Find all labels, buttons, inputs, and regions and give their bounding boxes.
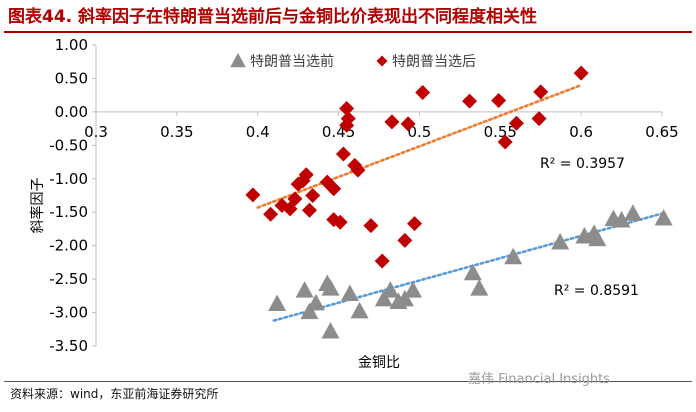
point-before	[300, 302, 319, 320]
scatter-chart: 1.00 0.50 0.00 -0.50 -1.00 -1.50 -2.00 -2.50 -3.…	[29, 36, 679, 372]
point-after	[287, 191, 303, 207]
point-before	[504, 247, 523, 265]
point-before	[395, 289, 414, 307]
point-before	[551, 233, 570, 250]
x-tick-label: 0.35	[160, 123, 193, 141]
point-after	[573, 65, 589, 81]
x-axis-title: 金铜比	[358, 355, 400, 371]
y-tick-label: -1.00	[49, 170, 88, 188]
legend-label-before: 特朗普当选前	[250, 53, 334, 70]
point-before	[268, 294, 287, 312]
point-before	[306, 293, 325, 311]
legend-marker-before	[230, 52, 246, 68]
x-tick-label: 0.4	[246, 123, 270, 141]
point-before	[403, 281, 422, 298]
x-tick-label: 0.5	[407, 123, 431, 141]
watermark: 嘉伟 Financial Insights	[468, 372, 611, 387]
trendline-after	[256, 83, 583, 209]
point-before	[340, 284, 359, 302]
point-after	[339, 101, 355, 117]
y-tick-label: -2.50	[49, 270, 88, 288]
point-before	[381, 281, 400, 298]
point-after	[415, 84, 431, 100]
point-after	[263, 206, 279, 222]
point-before	[588, 229, 607, 247]
point-before	[470, 279, 489, 296]
y-tick-label: -1.50	[49, 203, 88, 221]
x-tick-label: 0.55	[484, 123, 517, 141]
point-before	[295, 281, 314, 298]
point-before	[350, 301, 369, 319]
point-after	[339, 117, 355, 133]
point-after	[407, 216, 423, 232]
point-before	[612, 210, 631, 228]
point-after	[533, 84, 549, 100]
point-before	[321, 279, 340, 296]
point-after	[326, 181, 342, 197]
x-tick-label: 0.3	[84, 123, 108, 141]
chart-legend: 特朗普当选前 特朗普当选后	[230, 52, 476, 70]
point-after	[400, 116, 416, 132]
y-tick-label: 1.00	[55, 36, 88, 54]
point-after	[245, 187, 261, 203]
y-tick-label: 0.50	[55, 69, 88, 87]
point-before	[321, 321, 340, 339]
title-underline	[4, 31, 692, 33]
legend-label-after: 特朗普当选后	[392, 54, 476, 70]
point-after	[350, 162, 366, 178]
point-after	[335, 146, 351, 162]
point-after	[508, 115, 524, 131]
y-tick-label: -2.00	[49, 237, 88, 255]
footer-divider	[4, 381, 692, 382]
point-before	[463, 263, 482, 281]
point-before	[654, 208, 673, 226]
x-tick-label: 0.65	[645, 123, 678, 141]
r-squared-label-after: R² = 0.3957	[540, 156, 625, 172]
point-after	[332, 214, 348, 230]
y-axis-title: 斜率因子	[29, 178, 46, 234]
r-squared-label-before: R² = 0.8591	[554, 283, 639, 299]
point-before	[374, 289, 393, 307]
point-after	[491, 93, 507, 109]
point-before	[623, 204, 642, 221]
y-tick-label: -3.00	[49, 304, 88, 322]
point-after	[531, 111, 547, 127]
chart-title: 图表44. 斜率因子在特朗普当选前后与金铜比价表现出不同程度相关性	[8, 7, 538, 27]
point-after	[363, 218, 379, 234]
point-after	[298, 167, 314, 183]
point-after	[305, 188, 321, 203]
x-tick-label: 0.6	[569, 123, 593, 141]
y-tick-label: -3.50	[49, 337, 88, 355]
chart-axes: 1.00 0.50 0.00 -0.50 -1.00 -1.50 -2.00 -2.50 -3.…	[49, 36, 679, 355]
point-after	[301, 202, 317, 218]
source-note: 资料来源：wind，东亚前海证券研究所	[10, 387, 219, 401]
y-tick-label: -0.50	[49, 136, 88, 154]
point-after	[462, 93, 478, 109]
point-after	[397, 232, 413, 248]
y-tick-label: 0.00	[55, 103, 88, 121]
trendlines: R² = 0.8591 R² = 0.3957	[256, 83, 664, 322]
trendline-before	[272, 212, 664, 322]
point-after	[384, 114, 400, 130]
legend-marker-after	[376, 55, 388, 67]
axis-labels: 金铜比 斜率因子	[29, 178, 400, 372]
point-after	[374, 253, 390, 269]
point-after	[497, 134, 513, 150]
data-points	[245, 65, 673, 339]
